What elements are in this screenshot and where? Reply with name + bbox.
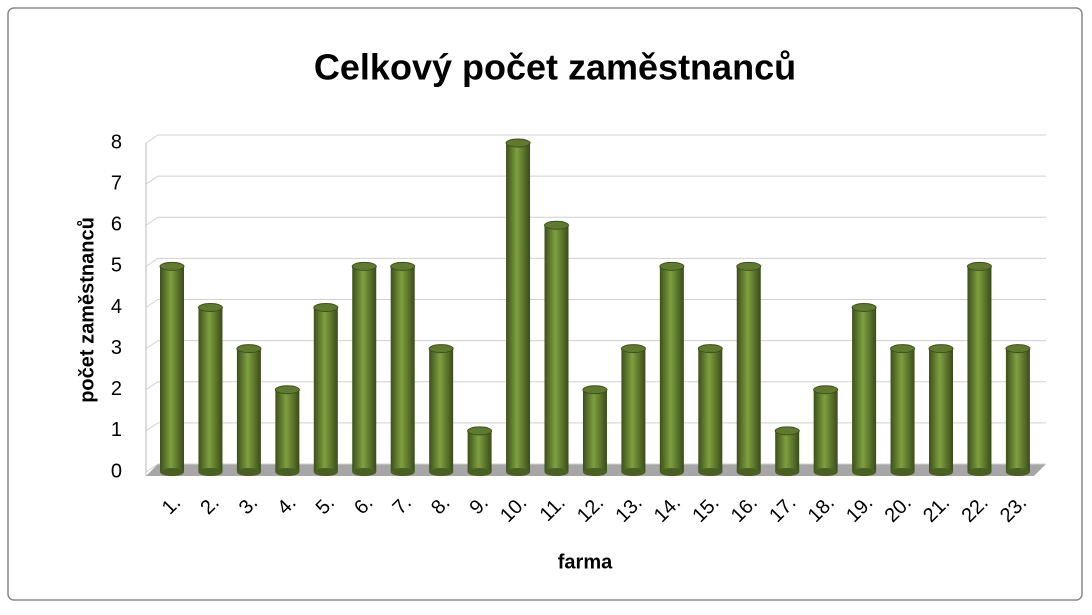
bar-top <box>274 385 300 395</box>
bar-base <box>621 468 646 476</box>
bar <box>582 389 607 472</box>
bar <box>852 307 877 472</box>
bar-top <box>890 344 916 354</box>
bar <box>1005 348 1030 472</box>
bar <box>736 266 761 472</box>
bar-top <box>351 261 377 271</box>
y-tick-label: 1 <box>111 419 122 441</box>
bar-top <box>236 344 262 354</box>
bar <box>659 266 684 472</box>
x-axis-title: farma <box>558 551 613 573</box>
bar-base <box>967 468 992 476</box>
bar <box>698 348 723 472</box>
bar <box>429 348 454 472</box>
bar-top <box>313 303 339 312</box>
bar-base <box>659 468 684 476</box>
bar-base <box>929 468 953 476</box>
y-tick-label: 7 <box>111 172 122 194</box>
bar-top <box>620 344 646 354</box>
bar-base <box>775 468 800 476</box>
bar-top <box>544 220 569 230</box>
bar-top <box>813 385 839 395</box>
bar-base <box>813 468 838 476</box>
bar-base <box>1005 468 1030 476</box>
bar-top <box>966 261 992 271</box>
y-tick-label: 6 <box>111 214 122 236</box>
bar-base <box>736 468 761 476</box>
grid-line <box>145 175 1046 185</box>
bar-base <box>313 468 338 476</box>
y-tick-label: 8 <box>111 131 122 153</box>
bar <box>967 266 992 472</box>
bar-base <box>275 468 300 476</box>
bar <box>813 389 838 472</box>
bar <box>929 348 953 472</box>
chart-title: Celkový počet zaměstnanců <box>314 47 796 88</box>
bar-top <box>505 138 531 148</box>
bar-top <box>390 261 416 271</box>
grid-line <box>145 134 1046 144</box>
bar-top <box>928 344 954 354</box>
bar-base <box>352 468 377 476</box>
bar <box>390 266 415 472</box>
bar <box>544 225 569 472</box>
bar-base <box>506 468 531 476</box>
bar-top <box>774 426 800 436</box>
y-tick-label: 2 <box>111 378 122 400</box>
bar-base <box>544 468 569 476</box>
y-axis-title: počet zaměstnanců <box>76 217 98 403</box>
bar-base <box>890 468 915 476</box>
grid-line <box>145 257 1046 267</box>
bar-top <box>197 303 223 312</box>
bar-base <box>160 468 184 476</box>
bar-base <box>698 468 723 476</box>
bar <box>467 430 492 472</box>
bar-top <box>582 385 608 395</box>
bar <box>890 348 915 472</box>
grid-line <box>145 216 1046 226</box>
bar <box>352 266 377 472</box>
bar-top <box>467 426 493 436</box>
bar-top <box>1005 344 1031 354</box>
bar-top <box>697 344 723 354</box>
bar <box>236 348 261 472</box>
bar-top <box>659 261 685 271</box>
bar-top <box>159 261 185 271</box>
y-tick-label: 0 <box>111 460 122 482</box>
bar-base <box>582 468 607 476</box>
bar <box>160 266 184 472</box>
bar <box>198 307 223 472</box>
bar <box>506 143 531 472</box>
bar <box>621 348 646 472</box>
bar-base <box>852 468 877 476</box>
bar-base <box>429 468 454 476</box>
y-tick-label: 5 <box>111 255 122 277</box>
bar-base <box>198 468 223 476</box>
bar <box>775 430 800 472</box>
bar-base <box>390 468 415 476</box>
bar-top <box>736 261 762 271</box>
y-tick-label: 4 <box>111 296 122 318</box>
bar-base <box>467 468 492 476</box>
bar-top <box>428 344 454 354</box>
bar <box>275 389 300 472</box>
bar-base <box>236 468 261 476</box>
bar-top <box>851 303 877 312</box>
bar <box>313 307 338 472</box>
y-tick-label: 3 <box>111 337 122 359</box>
